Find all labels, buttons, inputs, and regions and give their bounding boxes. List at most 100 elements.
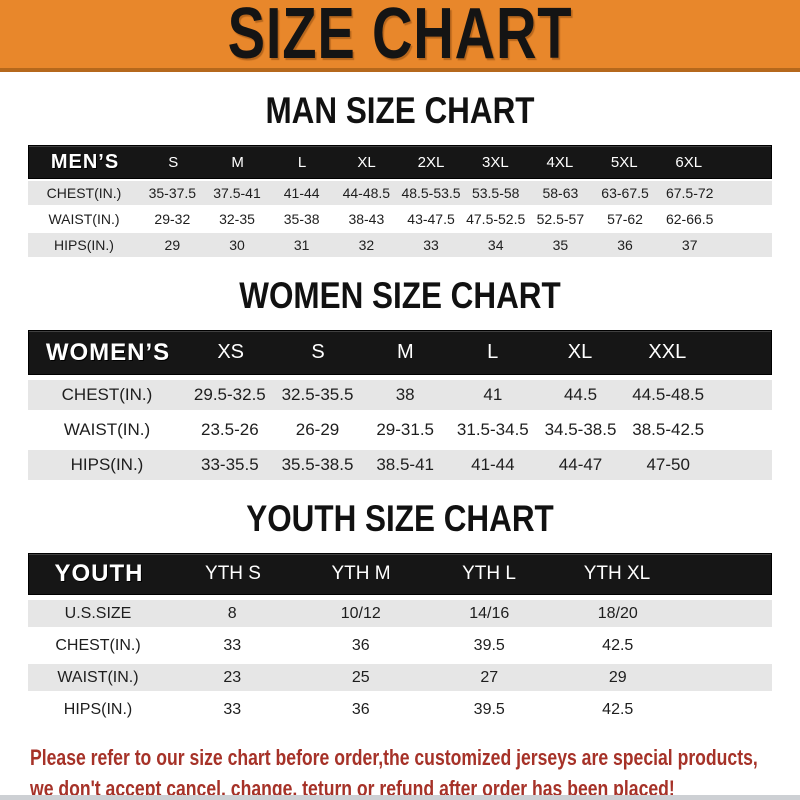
women-value-cell: 38 (395, 385, 415, 404)
men-row-label: HIPS(IN.) (54, 237, 114, 253)
women-row-label: CHEST(IN.) (61, 385, 153, 404)
women-value-cell: 38.5-42.5 (632, 420, 705, 439)
women-value-cell: 35.5-38.5 (281, 455, 354, 474)
women-section: WOMEN SIZE CHART WOMEN’S XS S M L XL XXL CHEST(… (0, 275, 800, 480)
men-size-header: 6XL (675, 153, 703, 171)
men-value-cell: 29-32 (154, 211, 191, 227)
men-value-cell: 58-63 (542, 185, 579, 201)
youth-value-cell: 39.5 (473, 700, 505, 718)
men-table-mount: MEN’S S M L XL 2XL 3XL 4XL 5XL 6XL CHEST(IN.) 35-37… (0, 145, 800, 257)
women-size-table: WOMEN’S XS S M L XL XXL CHEST(IN.) 29.5-32.5 32.5… (28, 330, 772, 480)
youth-table-row: HIPS(IN.) 33 36 39.5 42.5 (28, 696, 772, 723)
men-value-cell: 52.5-57 (536, 211, 585, 227)
men-value-cell: 32-35 (219, 211, 255, 227)
men-size-header: M (231, 153, 244, 171)
women-value-cell: 32.5-35.5 (281, 385, 354, 404)
youth-value-cell: 42.5 (602, 636, 634, 654)
men-section: MAN SIZE CHART MEN’S S M L XL 2XL 3XL 4XL 5XL 6XL… (0, 90, 800, 257)
youth-header-row: YOUTH YTH S YTH M YTH L YTH XL (28, 553, 772, 595)
men-value-cell: 36 (617, 237, 633, 253)
women-size-header: XS (217, 341, 244, 363)
women-corner-label: WOMEN’S (45, 338, 171, 366)
women-value-cell: 31.5-34.5 (456, 420, 529, 439)
youth-row-label: U.S.SIZE (64, 604, 132, 622)
women-header-row: WOMEN’S XS S M L XL XXL (28, 330, 772, 375)
men-value-cell: 44-48.5 (342, 185, 391, 201)
banner-title: SIZE CHART (227, 0, 573, 74)
men-size-header: XL (357, 153, 376, 171)
men-value-cell: 37.5-41 (213, 185, 261, 201)
men-section-title: MAN SIZE CHART (265, 90, 535, 131)
youth-section: YOUTH SIZE CHART YOUTH YTH S YTH M YTH L YTH… (0, 498, 800, 723)
men-value-cell: 47.5-52.5 (466, 211, 526, 227)
youth-row-label: HIPS(IN.) (63, 700, 133, 718)
women-table-row: CHEST(IN.) 29.5-32.5 32.5-35.5 38 41 44.5 44.5… (28, 380, 772, 410)
youth-table-row: WAIST(IN.) 23 25 27 29 (28, 664, 772, 691)
youth-value-cell: 42.5 (602, 700, 634, 718)
women-value-cell: 29.5-32.5 (193, 385, 266, 404)
youth-value-cell: 36 (351, 700, 370, 718)
women-size-header: M (396, 341, 414, 363)
youth-value-cell: 23 (223, 668, 242, 686)
youth-value-cell: 10/12 (340, 604, 381, 622)
women-value-cell: 23.5-26 (201, 420, 259, 439)
men-value-cell: 35-37.5 (148, 185, 197, 201)
men-value-cell: 35 (552, 237, 569, 253)
youth-value-cell: 8 (227, 604, 237, 622)
disclaimer: Please refer to our size chart before or… (0, 742, 800, 800)
youth-table-row: U.S.SIZE 8 10/12 14/16 18/20 (28, 600, 772, 627)
men-value-cell: 34 (487, 237, 504, 253)
women-value-cell: 34.5-38.5 (544, 420, 617, 439)
men-header-row: MEN’S S M L XL 2XL 3XL 4XL 5XL 6XL (28, 145, 772, 179)
women-row-label: WAIST(IN.) (63, 420, 151, 439)
youth-table-row: CHEST(IN.) 33 36 39.5 42.5 (28, 632, 772, 659)
women-table-row: WAIST(IN.) 23.5-26 26-29 29-31.5 31.5-34.5 34… (28, 415, 772, 445)
youth-corner-label: YOUTH (54, 560, 144, 587)
men-size-header: 2XL (417, 153, 445, 171)
youth-size-header: YTH S (205, 563, 261, 584)
men-size-header: 5XL (610, 153, 638, 171)
women-value-cell: 38.5-41 (376, 455, 435, 474)
men-size-header: 4XL (546, 153, 574, 171)
men-size-header: L (297, 153, 307, 171)
men-value-cell: 31 (293, 237, 310, 253)
youth-size-header: YTH XL (583, 563, 651, 584)
women-size-header: L (487, 341, 499, 363)
youth-value-cell: 29 (608, 668, 627, 686)
men-row-label: WAIST(IN.) (48, 211, 120, 227)
youth-row-label: CHEST(IN.) (55, 636, 141, 654)
youth-value-cell: 18/20 (597, 604, 638, 622)
women-value-cell: 44-47 (558, 455, 603, 474)
men-value-cell: 35-38 (283, 211, 320, 227)
men-value-cell: 67.5-72 (665, 185, 714, 201)
women-value-cell: 44.5 (563, 385, 598, 404)
women-value-cell: 44.5-48.5 (632, 385, 705, 404)
women-value-cell: 41-44 (471, 455, 515, 474)
women-table-row: HIPS(IN.) 33-35.5 35.5-38.5 38.5-41 41-44 44-… (28, 450, 772, 480)
men-value-cell: 37 (681, 237, 698, 253)
youth-size-header: YTH M (331, 563, 391, 584)
women-value-cell: 47-50 (646, 455, 690, 474)
men-value-cell: 53.5-58 (471, 185, 520, 201)
men-value-cell: 29 (164, 237, 181, 253)
men-value-cell: 57-62 (607, 211, 643, 227)
disclaimer-line-1: Please refer to our size chart before or… (30, 745, 758, 770)
men-value-cell: 62-66.5 (665, 211, 714, 227)
men-value-cell: 41-44 (283, 185, 320, 201)
youth-row-label: WAIST(IN.) (57, 668, 139, 686)
men-table-row: CHEST(IN.) 35-37.5 37.5-41 41-44 44-48.5 48.5… (28, 181, 772, 205)
women-value-cell: 33-35.5 (201, 455, 259, 474)
men-row-label: CHEST(IN.) (46, 185, 122, 201)
men-value-cell: 32 (358, 237, 375, 253)
banner: SIZE CHART (0, 0, 800, 72)
youth-table-mount: YOUTH YTH S YTH M YTH L YTH XL U.S.SIZE 8 10/12… (0, 553, 800, 723)
women-row-label: HIPS(IN.) (70, 455, 144, 474)
men-value-cell: 38-43 (348, 211, 385, 227)
youth-size-header: YTH L (462, 563, 516, 584)
women-size-header: XXL (648, 341, 687, 363)
men-size-header: S (168, 153, 179, 171)
youth-value-cell: 36 (351, 636, 370, 654)
women-section-title: WOMEN SIZE CHART (239, 275, 561, 316)
youth-section-title: YOUTH SIZE CHART (246, 498, 554, 539)
women-table-mount: WOMEN’S XS S M L XL XXL CHEST(IN.) 29.5-32.5 32.5… (0, 330, 800, 480)
